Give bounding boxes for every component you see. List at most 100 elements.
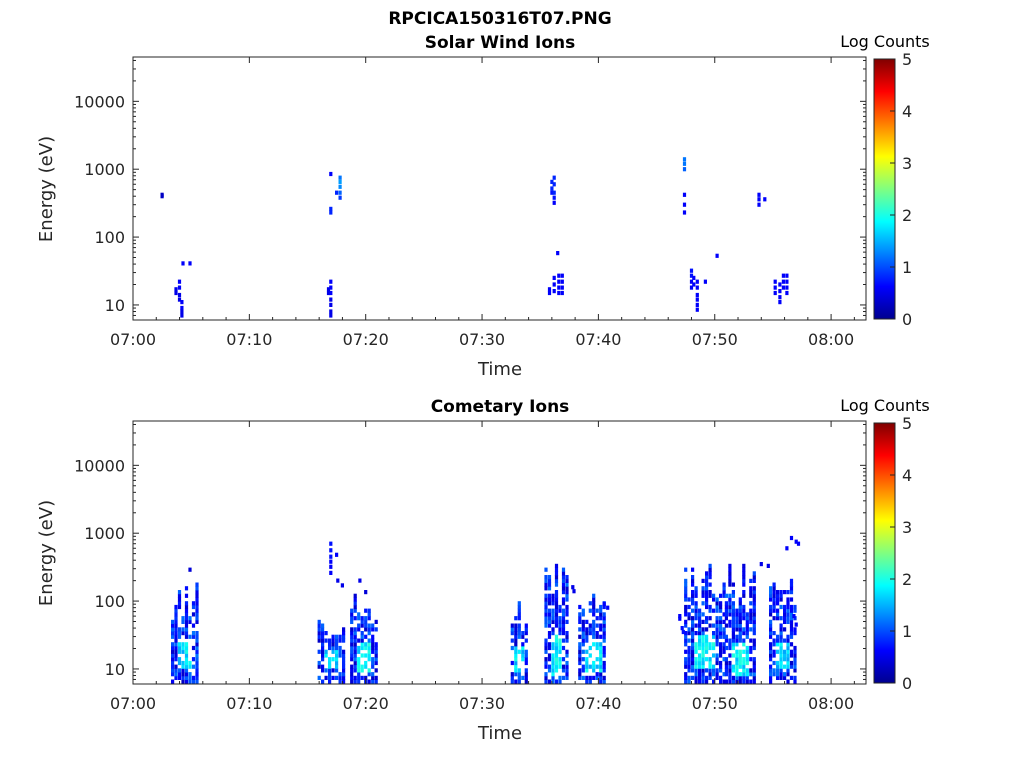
- heatmap-cell: [731, 664, 735, 669]
- heatmap-cell: [350, 657, 354, 662]
- heatmap-cell: [554, 597, 559, 602]
- heatmap-cell: [544, 586, 548, 591]
- heatmap-cell: [776, 601, 780, 606]
- heatmap-cell: [752, 571, 756, 576]
- heatmap-cell: [689, 273, 694, 278]
- heatmap-cell: [374, 649, 378, 654]
- heatmap-cell: [551, 660, 555, 666]
- heatmap-cell: [735, 675, 739, 680]
- heatmap-cell: [360, 638, 364, 643]
- heatmap-cell: [350, 627, 354, 632]
- heatmap-cell: [684, 638, 688, 643]
- heatmap-cell: [742, 679, 746, 684]
- heatmap-cell: [602, 612, 606, 617]
- heatmap-cell: [712, 672, 716, 677]
- heatmap-cell: [191, 645, 196, 651]
- heatmap-cell: [585, 679, 589, 684]
- heatmap-cell: [776, 638, 780, 643]
- solar-wind-plot-frame: [132, 56, 867, 321]
- heatmap-cell: [752, 601, 756, 606]
- heatmap-cell: [689, 279, 694, 284]
- heatmap-cell: [160, 194, 164, 199]
- heatmap-cell: [772, 653, 776, 658]
- heatmap-cell: [578, 619, 582, 624]
- heatmap-cell: [745, 645, 749, 651]
- heatmap-cell: [789, 664, 794, 669]
- heatmap-cell: [544, 601, 548, 606]
- heatmap-cell: [722, 593, 726, 598]
- heatmap-cell: [510, 679, 514, 684]
- heatmap-cell: [552, 190, 556, 195]
- heatmap-cell: [561, 575, 566, 580]
- colorbar-tick-label: 0: [902, 310, 912, 329]
- heatmap-cell: [181, 672, 185, 677]
- heatmap-cell: [769, 604, 773, 610]
- heatmap-cell: [793, 627, 797, 632]
- heatmap-cell: [374, 660, 378, 666]
- heatmap-cell: [558, 616, 562, 621]
- heatmap-cell: [364, 608, 368, 613]
- heatmap-cell: [728, 604, 732, 610]
- heatmap-cell: [796, 541, 801, 546]
- heatmap-cell: [180, 309, 184, 314]
- heatmap-cell: [551, 616, 555, 621]
- heatmap-cell: [188, 619, 192, 624]
- heatmap-cell: [561, 645, 566, 651]
- heatmap-cell: [592, 631, 596, 636]
- heatmap-cell: [724, 612, 728, 617]
- heatmap-cell: [695, 307, 699, 312]
- heatmap-cell: [698, 660, 702, 666]
- heatmap-cell: [705, 679, 709, 684]
- heatmap-cell: [691, 623, 695, 628]
- heatmap-cell: [554, 571, 559, 576]
- heatmap-cell: [544, 638, 548, 643]
- heatmap-cell: [687, 638, 691, 643]
- heatmap-cell: [701, 645, 705, 651]
- heatmap-cell: [783, 657, 787, 662]
- heatmap-cell: [521, 634, 525, 639]
- heatmap-cell: [353, 664, 357, 669]
- heatmap-cell: [578, 634, 582, 639]
- heatmap-cell: [554, 593, 559, 598]
- heatmap-cell: [551, 612, 555, 617]
- heatmap-cell: [371, 672, 375, 677]
- heatmap-cell: [705, 593, 709, 598]
- heatmap-cell: [595, 623, 599, 628]
- heatmap-cell: [338, 179, 342, 184]
- heatmap-cell: [592, 642, 596, 647]
- heatmap-cell: [738, 634, 742, 639]
- heatmap-cell: [329, 171, 333, 177]
- heatmap-cell: [364, 645, 368, 651]
- heatmap-cell: [687, 616, 691, 621]
- heatmap-cell: [735, 608, 739, 613]
- heatmap-cell: [682, 210, 687, 215]
- heatmap-cell: [769, 597, 773, 602]
- heatmap-cell: [708, 563, 712, 568]
- heatmap-cell: [691, 675, 695, 680]
- heatmap-cell: [191, 623, 196, 628]
- heatmap-cell: [585, 631, 589, 636]
- x-tick-label: 08:00: [808, 694, 854, 713]
- heatmap-cell: [715, 619, 719, 624]
- heatmap-cell: [338, 649, 342, 654]
- heatmap-cell: [321, 668, 325, 673]
- heatmap-cell: [374, 679, 378, 684]
- heatmap-cell: [749, 638, 753, 643]
- heatmap-cell: [705, 586, 709, 591]
- heatmap-cell: [757, 197, 761, 202]
- heatmap-cell: [547, 634, 552, 639]
- heatmap-cell: [715, 253, 719, 258]
- heatmap-cell: [701, 638, 705, 643]
- heatmap-cell: [742, 582, 746, 587]
- heatmap-cell: [684, 597, 688, 602]
- heatmap-cell: [684, 604, 688, 610]
- heatmap-cell: [336, 578, 340, 583]
- heatmap-cell: [602, 623, 606, 628]
- heatmap-cell: [687, 645, 691, 651]
- heatmap-cell: [705, 578, 709, 583]
- heatmap-cell: [682, 192, 687, 197]
- heatmap-cell: [691, 638, 695, 643]
- heatmap-cell: [687, 604, 691, 610]
- heatmap-cell: [719, 634, 723, 639]
- heatmap-cell: [738, 675, 742, 680]
